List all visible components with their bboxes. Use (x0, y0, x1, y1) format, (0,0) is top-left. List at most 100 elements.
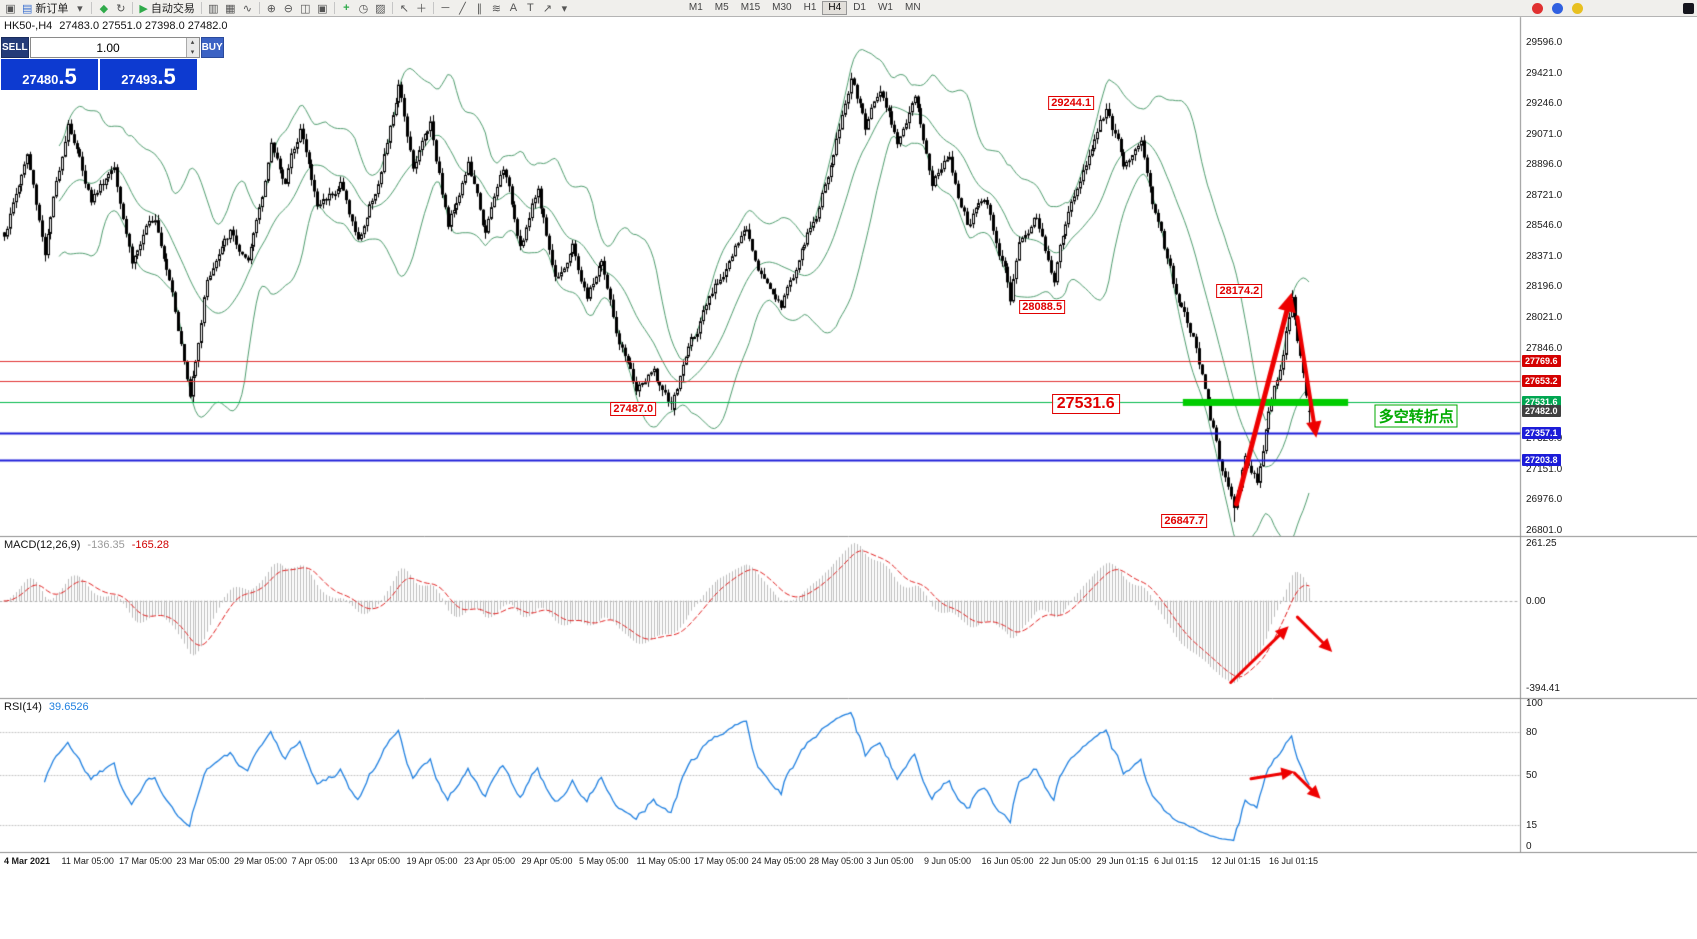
cursor-icon[interactable]: ↖ (399, 2, 409, 15)
volume-decrease-button[interactable]: ▾ (186, 47, 199, 57)
one-click-trading-panel: SELL ▴ ▾ BUY 27480.5 27493.5 (1, 37, 224, 90)
time-axis-label: 17 Mar 05:00 (119, 856, 173, 866)
timeframe-button-m30[interactable]: M30 (772, 2, 792, 13)
buy-price-base: 27493 (121, 72, 158, 87)
time-axis-label: 5 May 05:00 (579, 856, 629, 866)
macd-indicator-label: MACD(12,26,9) -136.35 -165.28 (4, 539, 169, 551)
time-axis-label: 22 Jun 05:00 (1039, 856, 1092, 866)
bar-chart-icon[interactable]: ▥ (208, 2, 219, 15)
new-chart-icon[interactable]: ▣ (5, 2, 16, 15)
auto-trading-label: 自动交易 (150, 3, 195, 15)
timeframe-button-m1[interactable]: M1 (688, 2, 703, 13)
rsi-axis-label: 100 (1526, 698, 1543, 709)
horizontal-line-icon[interactable]: ─ (441, 2, 450, 14)
timeframe-button-m5[interactable]: M5 (714, 2, 729, 13)
trendline-icon[interactable]: ╱ (459, 2, 466, 15)
time-axis-label: 11 May 05:00 (636, 856, 691, 866)
price-axis-badge: 27357.1 (1522, 426, 1561, 439)
price-axis-label: 28021.0 (1526, 311, 1563, 323)
fibonacci-icon[interactable]: ≋ (491, 2, 501, 15)
profiles-icon[interactable]: ◆ (99, 2, 109, 15)
macd-name: MACD(12,26,9) (4, 539, 81, 551)
time-axis-label: 29 Mar 05:00 (234, 856, 288, 866)
toolbar: ▣ ▤ 新订单 ▾ ◆ ↻ ▶ 自动交易 ▥ ▦ ∿ ⊕ ⊖ ◫ ▣ + ◷ ▨… (0, 0, 1697, 17)
time-axis-label: 19 Apr 05:00 (406, 856, 458, 866)
new-order-dropdown-icon[interactable]: ▾ (77, 2, 83, 15)
label-tool-icon[interactable]: T (527, 2, 534, 14)
time-axis-label: 29 Apr 05:00 (521, 856, 573, 866)
periods-icon[interactable]: ◷ (358, 2, 369, 15)
time-axis-label: 3 Jun 05:00 (866, 856, 914, 866)
sell-button[interactable]: SELL (1, 37, 29, 58)
macd-signal-value: -165.28 (131, 539, 170, 551)
tile-windows-icon[interactable]: ◫ (300, 2, 311, 15)
auto-trading-button[interactable]: ▶ 自动交易 (136, 1, 197, 16)
channel-icon[interactable]: ∥ (476, 2, 483, 15)
arrow-tool-icon[interactable]: ↗ (542, 2, 552, 15)
price-label-object[interactable]: 28088.5 (1019, 300, 1066, 315)
arrow-tool-dropdown-icon[interactable]: ▾ (561, 2, 568, 15)
time-axis-label: 16 Jun 05:00 (981, 856, 1034, 866)
timeframe-button-h4[interactable]: H4 (822, 1, 848, 15)
status-red-icon[interactable] (1532, 3, 1543, 14)
price-axis-label: 28546.0 (1526, 220, 1563, 232)
zoom-out-icon[interactable]: ⊖ (283, 2, 293, 15)
time-axis-label: 16 Jul 01:15 (1269, 856, 1319, 866)
status-blue-icon[interactable] (1552, 3, 1563, 14)
price-axis-label: 26976.0 (1526, 494, 1563, 506)
time-axis-label: 6 Jul 01:15 (1154, 856, 1199, 866)
add-indicator-icon[interactable]: + (343, 2, 350, 14)
timeframe-button-d1[interactable]: D1 (853, 2, 866, 13)
status-yellow-icon[interactable] (1572, 3, 1583, 14)
timeframe-button-mn[interactable]: MN (904, 2, 921, 13)
symbol-name: HK50-,H4 (4, 20, 53, 32)
text-tool-icon[interactable]: A (509, 2, 518, 14)
time-axis-label: 13 Apr 05:00 (349, 856, 401, 866)
price-axis-label: 29071.0 (1526, 128, 1563, 140)
timeframe-button-w1[interactable]: W1 (877, 2, 893, 13)
time-axis-label: 12 Jul 01:15 (1211, 856, 1261, 866)
time-axis-label: 29 Jun 01:15 (1096, 856, 1149, 866)
refresh-icon[interactable]: ↻ (116, 2, 126, 15)
zoom-in-icon[interactable]: ⊕ (266, 2, 276, 15)
crosshair-icon[interactable]: ＋ (415, 3, 427, 15)
chart-title: HK50-,H4 27483.0 27551.0 27398.0 27482.0 (4, 20, 228, 32)
time-axis-label: 24 May 05:00 (751, 856, 807, 866)
rsi-axis-label: 80 (1526, 726, 1538, 738)
price-label-object[interactable]: 29244.1 (1048, 95, 1095, 110)
volume-increase-button[interactable]: ▴ (186, 38, 199, 48)
price-label-object[interactable]: 26847.7 (1161, 514, 1208, 529)
text-label-object[interactable]: 多空转折点 (1374, 404, 1458, 428)
buy-button[interactable]: BUY (200, 37, 224, 58)
cascade-windows-icon[interactable]: ▣ (317, 2, 328, 15)
rsi-axis-label: 50 (1526, 769, 1538, 781)
templates-icon[interactable]: ▨ (375, 2, 386, 15)
rsi-axis-label: 0 (1526, 841, 1532, 852)
sell-price-frac: .5 (58, 64, 77, 89)
macd-axis-label: 261.25 (1526, 538, 1557, 550)
time-axis-label: 7 Apr 05:00 (291, 856, 338, 866)
volume-spinner: ▴ ▾ (185, 38, 199, 57)
price-axis-label: 29596.0 (1526, 37, 1563, 48)
line-chart-icon[interactable]: ∿ (242, 2, 252, 15)
new-order-button[interactable]: ▤ 新订单 (19, 1, 71, 16)
timeframe-button-h1[interactable]: H1 (803, 2, 817, 13)
price-axis-label: 28196.0 (1526, 281, 1563, 293)
price-label-object[interactable]: 27487.0 (610, 402, 657, 417)
rsi-indicator-label: RSI(14) 39.6526 (4, 701, 89, 713)
price-label-object[interactable]: 27531.6 (1051, 394, 1120, 415)
time-axis-label: 9 Jun 05:00 (924, 856, 972, 866)
auto-trading-icon: ▶ (139, 2, 148, 15)
buy-price[interactable]: 27493.5 (100, 59, 197, 90)
price-axis-label: 29246.0 (1526, 98, 1563, 110)
price-label-object[interactable]: 28174.2 (1216, 283, 1263, 298)
sell-price[interactable]: 27480.5 (1, 59, 98, 90)
timeframe-button-m15[interactable]: M15 (740, 2, 761, 13)
time-axis-label: 28 May 05:00 (809, 856, 864, 866)
price-axis-label: 28371.0 (1526, 250, 1563, 262)
time-axis-label: 17 May 05:00 (694, 856, 749, 866)
volume-input[interactable] (30, 38, 186, 57)
time-axis-label: 4 Mar 2021 (4, 856, 51, 866)
candlestick-chart-icon[interactable]: ▦ (225, 2, 236, 15)
